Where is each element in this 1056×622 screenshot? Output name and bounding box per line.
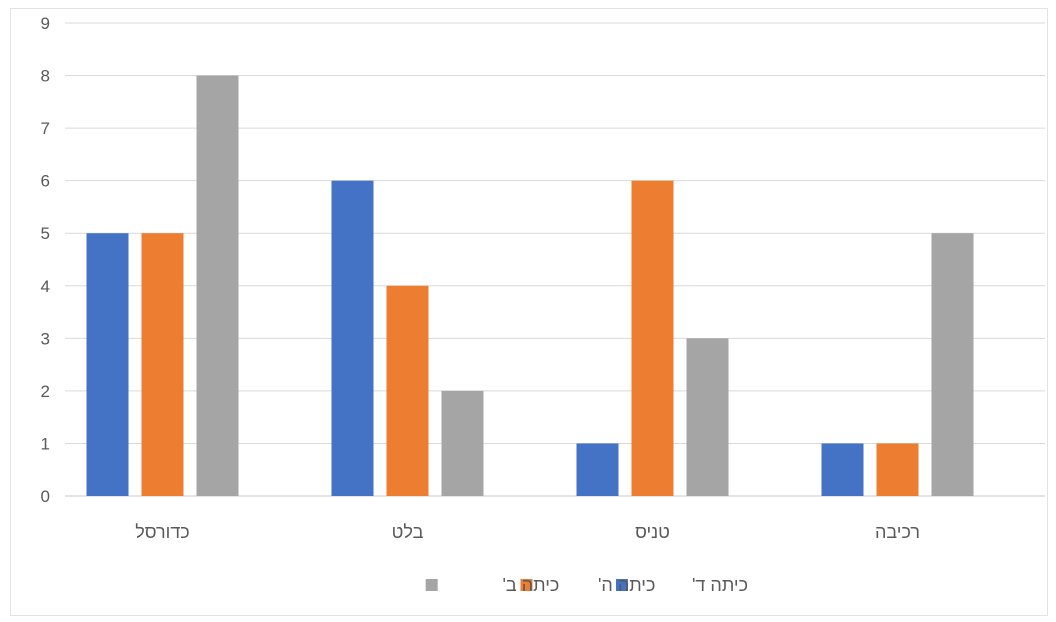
x-tick-label: בלט (392, 522, 424, 542)
bar-3-series-3 (686, 338, 729, 496)
legend-label: כיתה ד' (692, 575, 748, 595)
bar-4-series-3 (931, 233, 974, 496)
x-axis-ticks: כדורסל בלט טניס רכיבה (135, 522, 920, 542)
y-tick-label: 2 (41, 382, 50, 401)
legend-swatch (615, 579, 628, 591)
y-tick-label: 9 (41, 14, 50, 33)
bar-3-series-1 (576, 443, 619, 496)
y-tick-label: 3 (41, 329, 50, 348)
y-tick-label: 1 (41, 434, 50, 453)
x-tick-label: כדורסל (135, 522, 190, 542)
bar-3-series-2 (631, 180, 674, 496)
bar-1-series-3 (196, 75, 239, 497)
bar-2-series-2 (386, 285, 429, 496)
legend-swatch (425, 579, 438, 591)
y-tick-label: 4 (41, 277, 50, 296)
bar-4-series-1 (821, 443, 864, 496)
y-tick-label: 6 (41, 172, 50, 191)
bar-4-series-2 (876, 443, 919, 496)
y-axis-ticks: 0 1 2 3 4 5 6 7 8 9 (41, 14, 50, 506)
y-tick-label: 5 (41, 224, 50, 243)
bars (86, 75, 974, 497)
legend-label: כיתה ה' (598, 575, 655, 595)
legend-swatch (520, 579, 533, 591)
bar-1-series-1 (86, 233, 129, 496)
legend-label: כיתה ב' (503, 575, 560, 595)
y-tick-label: 0 (41, 487, 50, 506)
y-tick-label: 7 (41, 119, 50, 138)
legend-item-3: כיתה ב' (425, 575, 560, 595)
y-tick-label: 8 (41, 67, 50, 86)
legend-item-2: כיתה ה' (520, 575, 655, 595)
bar-2-series-3 (441, 390, 484, 496)
bar-2-series-1 (331, 180, 374, 496)
legend: כיתה ד' כיתה ה' כיתה ב' (425, 575, 748, 595)
bar-1-series-2 (141, 233, 184, 496)
legend-item-1: כיתה ד' (615, 575, 748, 595)
x-tick-label: רכיבה (875, 522, 920, 542)
x-tick-label: טניס (635, 522, 670, 542)
